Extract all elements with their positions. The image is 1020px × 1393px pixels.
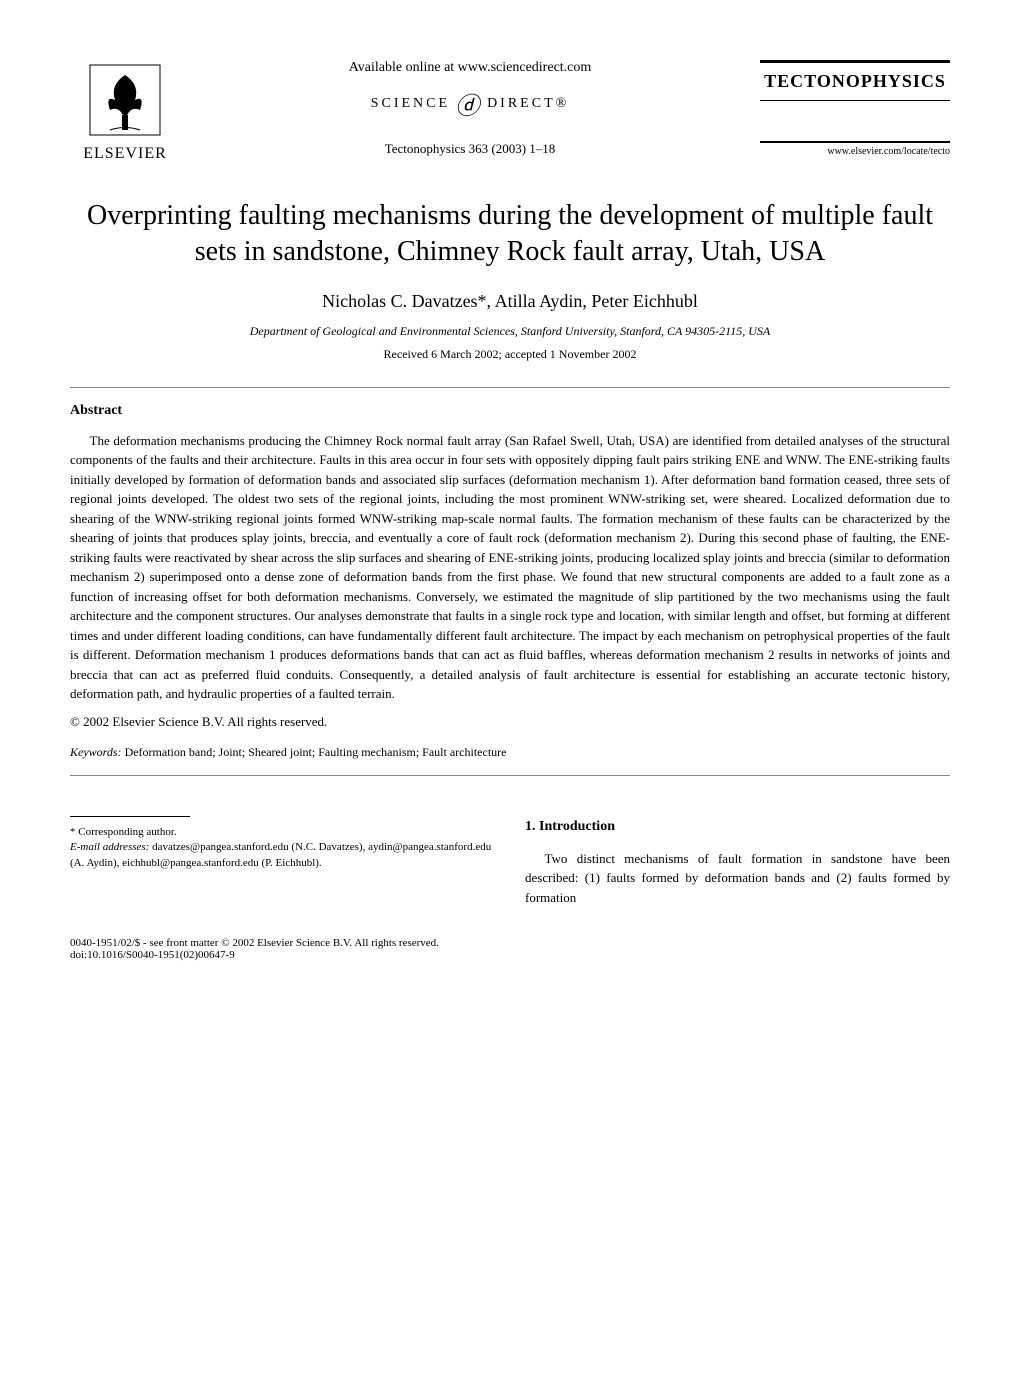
- elsevier-tree-icon: [85, 60, 165, 140]
- issn-text: 0040-1951/02/$ - see front matter © 2002…: [70, 937, 950, 949]
- sciencedirect-icon: ⓓ: [455, 86, 482, 121]
- page-footer: 0040-1951/02/$ - see front matter © 2002…: [70, 937, 950, 961]
- two-column-layout: * Corresponding author. E-mail addresses…: [70, 816, 950, 908]
- keywords-text: Deformation band; Joint; Sheared joint; …: [122, 745, 507, 759]
- right-column: 1. Introduction Two distinct mechanisms …: [525, 816, 950, 908]
- copyright-text: © 2002 Elsevier Science B.V. All rights …: [70, 714, 950, 730]
- header-right: TECTONOPHYSICS www.elsevier.com/locate/t…: [760, 60, 950, 157]
- introduction-heading: 1. Introduction: [525, 816, 950, 837]
- publisher-logo: ELSEVIER: [70, 60, 180, 163]
- publisher-name: ELSEVIER: [83, 145, 167, 163]
- article-title: Overprinting faulting mechanisms during …: [70, 198, 950, 271]
- journal-url: www.elsevier.com/locate/tecto: [760, 141, 950, 157]
- abstract-heading: Abstract: [70, 403, 950, 419]
- sciencedirect-logo: SCIENCE ⓓ DIRECT®: [210, 86, 730, 121]
- article-dates: Received 6 March 2002; accepted 1 Novemb…: [70, 347, 950, 362]
- left-column: * Corresponding author. E-mail addresses…: [70, 816, 495, 908]
- footnote-divider: [70, 816, 190, 817]
- header-center: Available online at www.sciencedirect.co…: [180, 60, 760, 157]
- citation-text: Tectonophysics 363 (2003) 1–18: [210, 141, 730, 157]
- email-addresses: E-mail addresses: davatzes@pangea.stanfo…: [70, 840, 495, 871]
- science-label: SCIENCE: [371, 96, 450, 112]
- corresponding-author-note: * Corresponding author.: [70, 825, 495, 840]
- affiliation: Department of Geological and Environment…: [70, 324, 950, 339]
- abstract-text: The deformation mechanisms producing the…: [70, 431, 950, 704]
- page-header: ELSEVIER Available online at www.science…: [70, 60, 950, 163]
- section-divider: [70, 387, 950, 388]
- keywords: Keywords: Deformation band; Joint; Shear…: [70, 745, 950, 760]
- journal-name: TECTONOPHYSICS: [760, 60, 950, 101]
- email-label: E-mail addresses:: [70, 841, 149, 853]
- doi-text: doi:10.1016/S0040-1951(02)00647-9: [70, 949, 950, 961]
- section-divider: [70, 775, 950, 776]
- available-online-text: Available online at www.sciencedirect.co…: [210, 60, 730, 76]
- direct-label: DIRECT®: [487, 96, 569, 112]
- keywords-label: Keywords:: [70, 745, 122, 759]
- introduction-text: Two distinct mechanisms of fault formati…: [525, 849, 950, 908]
- authors: Nicholas C. Davatzes*, Atilla Aydin, Pet…: [70, 291, 950, 312]
